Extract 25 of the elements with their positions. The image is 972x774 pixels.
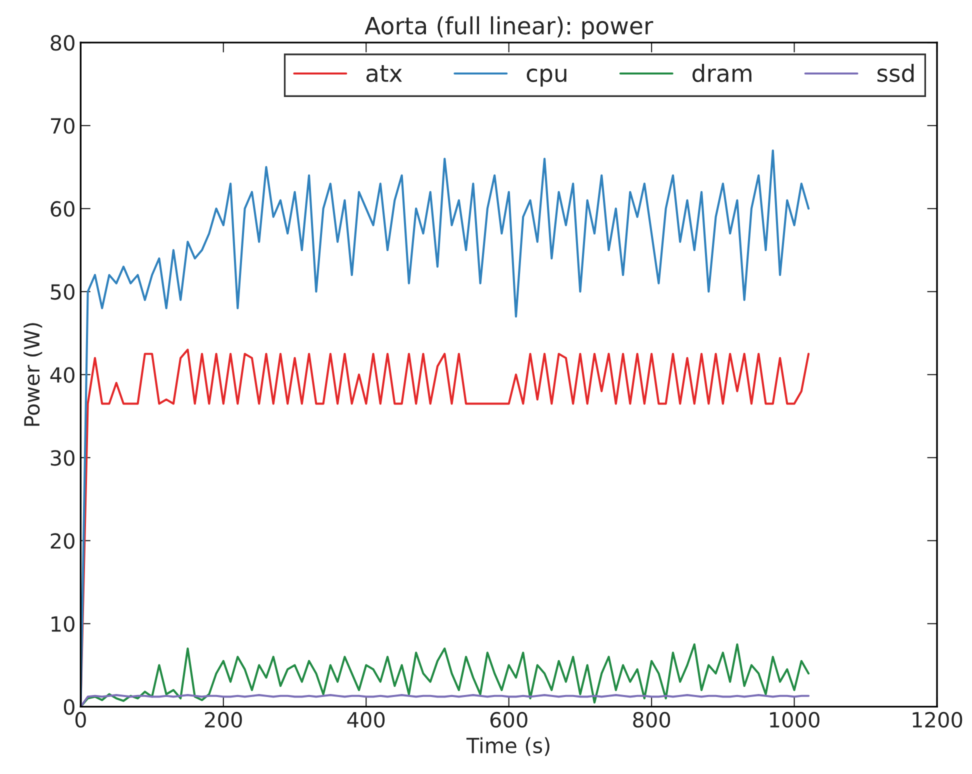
x-tick-label: 400 [347,712,385,728]
y-tick-label: 50 [50,284,74,300]
legend-label: cpu [526,68,566,87]
legend-label: atx [366,65,402,82]
legend-label: dram [692,64,752,82]
x-tick-label: 800 [633,712,670,728]
x-tick-label: 1200 [912,712,962,728]
y-tick-label: 60 [50,201,74,217]
y-tick-label: 30 [50,450,74,466]
x-tick-label: 1000 [770,712,820,728]
y-tick-label: 10 [52,616,74,632]
y-tick-label: 80 [50,35,74,51]
y-axis-title: Power (W) [24,323,42,426]
y-tick-label: 0 [64,699,74,715]
y-tick-label: 20 [50,533,74,549]
x-tick-label: 600 [490,712,528,728]
x-tick-label: 0 [75,712,86,728]
chart-title: Aorta (full linear): power [364,16,654,40]
legend-label: ssd [877,64,914,82]
x-tick-label: 200 [205,712,242,728]
y-tick-label: 70 [51,118,74,134]
y-tick-label: 40 [50,367,74,383]
x-axis-title: Time (s) [466,737,550,756]
line-series [80,643,810,707]
line-series [80,694,810,707]
